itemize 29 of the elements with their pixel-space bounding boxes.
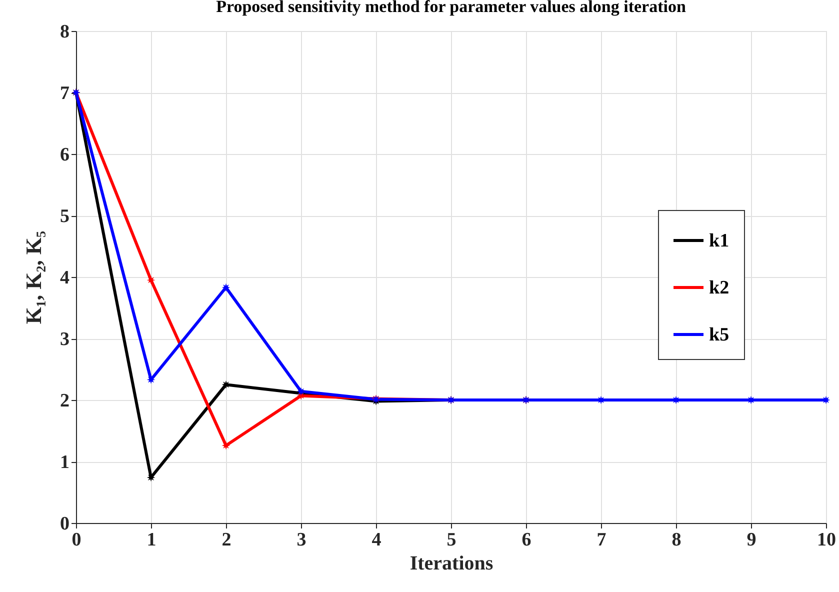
x-tick-label: 4 xyxy=(372,530,382,550)
y-tick-label: 6 xyxy=(60,144,70,166)
x-tick-label: 8 xyxy=(672,530,682,550)
point xyxy=(146,376,156,384)
legend-label: k5 xyxy=(709,324,730,346)
point xyxy=(146,276,156,284)
y-axis-title: K₁, K₂, K₅ xyxy=(21,230,46,324)
x-tick-label: 5 xyxy=(446,530,456,550)
legend-label: k1 xyxy=(709,230,730,252)
y-tick-label: 0 xyxy=(60,514,70,534)
chart-title: Proposed sensitivity method for parameter values along iteration xyxy=(216,0,686,16)
x-tick-label: 3 xyxy=(296,530,306,550)
y-tick-label: 4 xyxy=(60,268,70,288)
legend-label: k2 xyxy=(709,278,730,298)
y-tick-label: 1 xyxy=(60,452,70,473)
x-tick-label: 6 xyxy=(522,530,532,550)
x-tick-label: 7 xyxy=(596,530,607,550)
y-tick-label: 3 xyxy=(60,329,70,350)
x-tick-label: 2 xyxy=(222,530,232,550)
x-tick-label: 10 xyxy=(817,530,836,550)
point xyxy=(222,441,230,450)
y-tick-label: 7 xyxy=(60,83,70,104)
y-tick-label: 5 xyxy=(60,206,70,227)
x-tick-label: 9 xyxy=(746,530,756,550)
y-tick-label: 2 xyxy=(60,390,70,412)
y-tick-label: 8 xyxy=(60,22,70,42)
x-tick-label: 1 xyxy=(146,530,156,550)
x-axis-title: Iterations xyxy=(410,552,494,574)
point xyxy=(222,283,230,292)
